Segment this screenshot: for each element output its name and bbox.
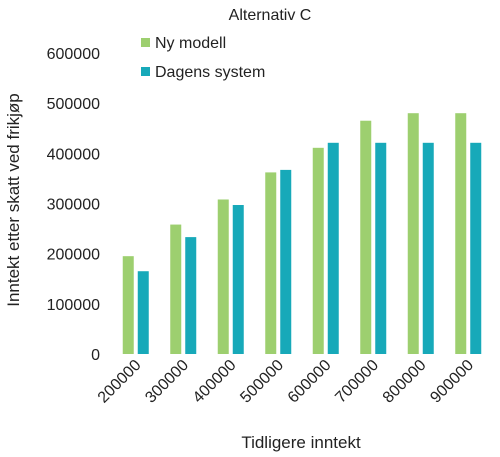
bar-dagens-system-900000 [470,142,482,354]
y-tick-label: 500000 [47,96,100,113]
bar-ny-modell-200000 [122,256,134,354]
legend-swatch-dagens-system [141,67,150,76]
bar-dagens-system-800000 [422,142,434,354]
y-tick-label: 600000 [47,46,100,63]
x-tick-label: 600000 [285,357,335,407]
y-axis-tick-labels: 0 100000 200000 300000 400000 500000 600000 [47,46,100,364]
bar-ny-modell-300000 [170,224,182,354]
bar-dagens-system-300000 [185,237,197,354]
x-tick-label: 200000 [95,357,145,407]
bar-dagens-system-200000 [137,271,149,354]
bar-dagens-system-700000 [375,142,387,354]
bars [122,113,482,354]
legend-label-ny-modell: Ny modell [155,35,226,52]
bar-ny-modell-600000 [312,147,324,354]
y-tick-label: 200000 [47,247,100,264]
bar-dagens-system-500000 [280,169,292,354]
bar-ny-modell-900000 [455,113,467,354]
bar-ny-modell-800000 [407,113,419,354]
y-tick-label: 100000 [47,297,100,314]
y-axis-title: Inntekt etter skatt ved frikjøp [4,93,23,307]
legend-swatch-ny-modell [141,38,150,47]
legend-label-dagens-system: Dagens system [155,64,265,81]
x-tick-label: 700000 [332,357,382,407]
bar-dagens-system-400000 [232,205,244,354]
legend: Ny modell Dagens system [141,35,265,81]
chart-title: Alternativ C [229,7,312,24]
y-tick-label: 0 [91,347,100,364]
y-tick-label: 400000 [47,146,100,163]
x-axis-tick-labels: 2000003000004000005000006000007000008000… [95,357,477,407]
x-tick-label: 900000 [427,357,477,407]
bar-ny-modell-500000 [265,172,277,354]
bar-ny-modell-400000 [217,199,229,354]
y-tick-label: 300000 [47,197,100,214]
bar-ny-modell-700000 [360,120,372,354]
x-tick-label: 800000 [380,357,430,407]
x-axis-title: Tidligere inntekt [241,433,361,452]
x-tick-label: 400000 [190,357,240,407]
x-tick-label: 300000 [142,357,192,407]
x-tick-label: 500000 [237,357,287,407]
bar-dagens-system-600000 [327,142,339,354]
